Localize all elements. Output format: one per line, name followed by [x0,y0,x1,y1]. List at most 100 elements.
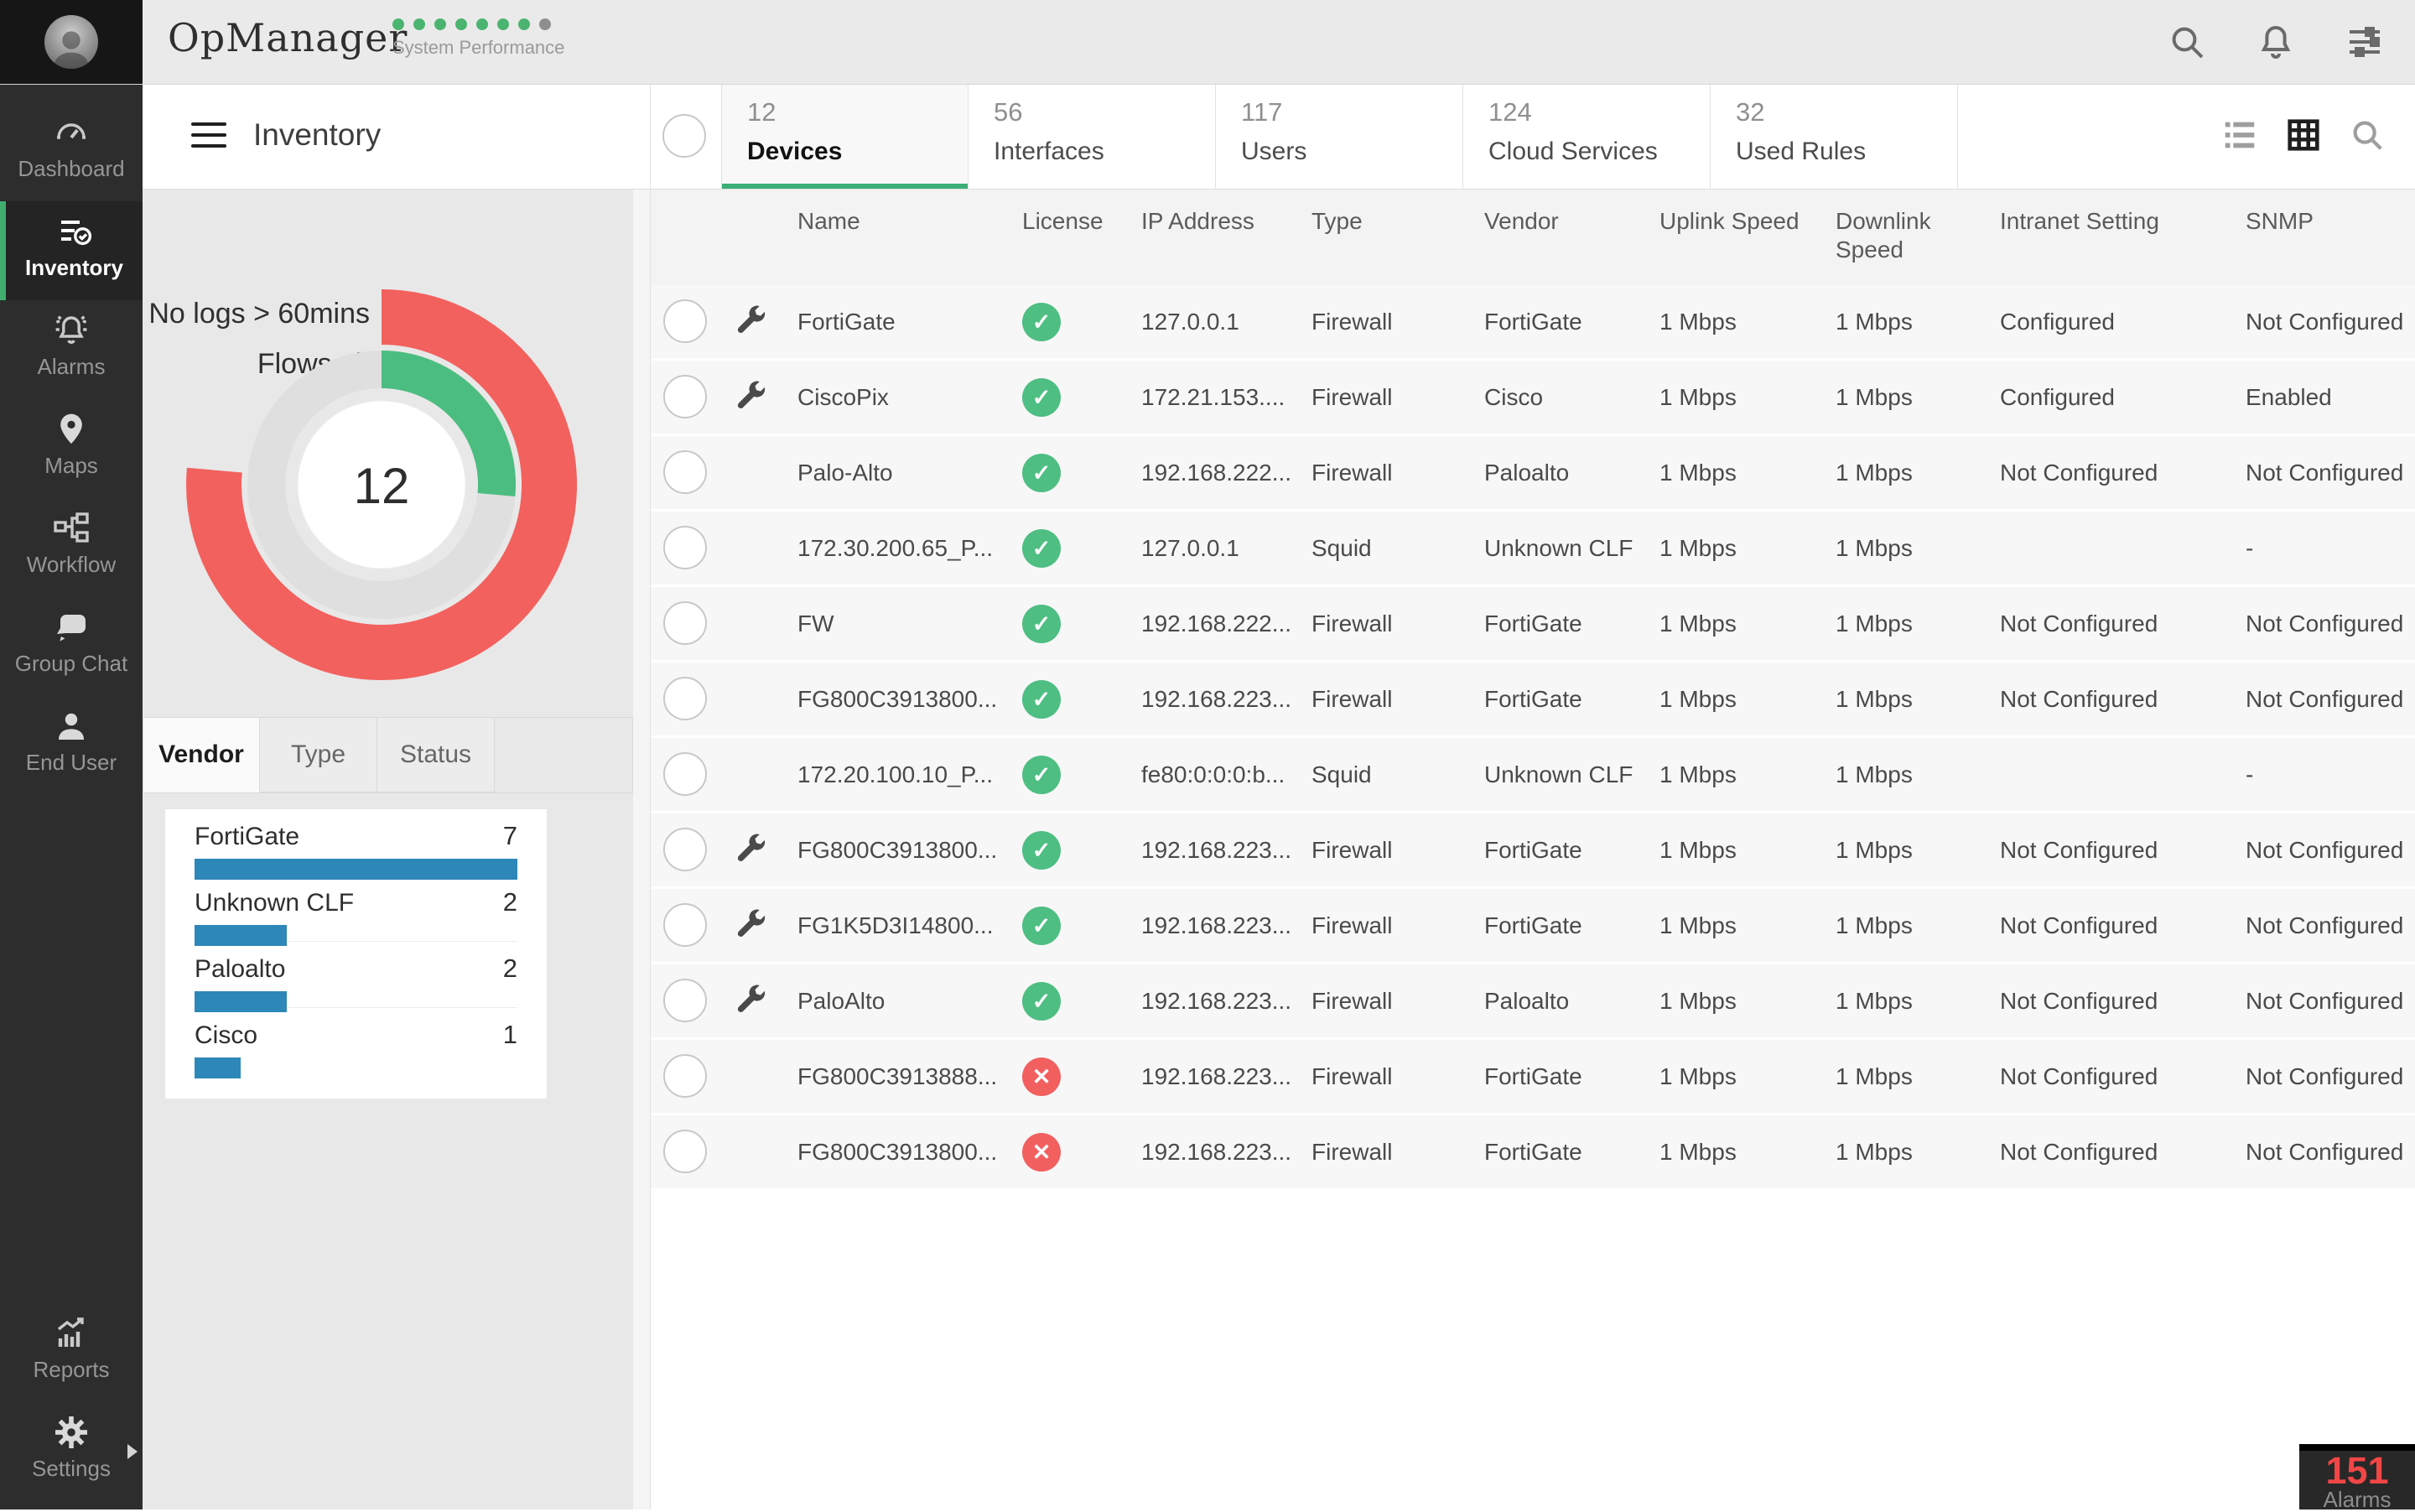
chart-tab-type[interactable]: Type [260,717,377,792]
tab-devices[interactable]: 12 Devices [721,84,969,189]
wrench-icon[interactable] [735,908,768,942]
device-name[interactable]: FortiGate [797,309,896,335]
table-row[interactable]: 172.30.200.65_P... ✓ 127.0.0.1 Squid Unknown… [651,512,2415,585]
cell-type: Firewall [1311,988,1393,1014]
bar-row-fortigate[interactable]: FortiGate 7 [195,809,517,880]
tab-label: Devices [747,138,843,165]
grid-view-icon-active[interactable] [2284,116,2323,154]
wrench-icon[interactable] [735,304,768,338]
row-select-radio[interactable] [663,752,707,796]
device-status-donut-chart[interactable]: 12 [155,258,608,711]
cell-uplink: 1 Mbps [1659,1063,1737,1089]
table-row[interactable]: FG800C3913800... ✕ 192.168.223... Firewall F… [651,1115,2415,1188]
sidebar-item-workflow[interactable]: Workflow [0,498,143,597]
device-name[interactable]: 172.20.100.10_P... [797,761,994,787]
chart-tab-status[interactable]: Status [377,717,495,792]
device-name[interactable]: FG800C3913800... [797,837,998,863]
row-select-radio[interactable] [663,375,707,418]
profile-avatar-block[interactable] [0,0,143,84]
column-header-vendor[interactable]: Vendor [1484,208,1559,234]
sidebar-item-end-user[interactable]: End User [0,696,143,795]
column-header-name[interactable]: Name [797,208,860,234]
sidebar-item-group-chat[interactable]: Group Chat [0,597,143,696]
column-header-downlink-speed[interactable]: Downlink Speed [1836,208,1931,262]
tab-label: Interfaces [994,138,1104,165]
row-select-radio[interactable] [663,979,707,1022]
column-header-intranet-setting[interactable]: Intranet Setting [2000,208,2159,234]
tab-interfaces[interactable]: 56 Interfaces [969,84,1216,189]
sidebar-item-dashboard[interactable]: Dashboard [0,102,143,201]
tab-used-rules[interactable]: 32 Used Rules [1711,84,1958,189]
device-name[interactable]: FG800C3913800... [797,686,998,712]
list-view-icon[interactable] [2220,116,2259,154]
device-name[interactable]: FW [797,611,834,636]
avatar[interactable] [44,15,98,69]
sidebar-item-alarms[interactable]: Alarms [0,300,143,399]
alarms-badge[interactable]: 151 Alarms [2299,1444,2415,1510]
tab-count: 124 [1488,97,1532,127]
sidebar-item-maps[interactable]: Maps [0,399,143,498]
table-row[interactable]: FG800C3913800... ✓ 192.168.223... Firewall F… [651,662,2415,735]
bar-value: 1 [502,1020,517,1049]
bar-row-unknown-clf[interactable]: Unknown CLF 2 [195,876,517,946]
device-name[interactable]: Palo-Alto [797,460,893,486]
table-row[interactable]: PaloAlto ✓ 192.168.223... Firewall Paloalto 1… [651,964,2415,1037]
column-header-snmp[interactable]: SNMP [2246,208,2314,234]
row-select-radio[interactable] [663,299,707,343]
wrench-icon[interactable] [735,833,768,866]
sidebar-item-reports[interactable]: Reports [0,1303,143,1402]
column-header-uplink-speed[interactable]: Uplink Speed [1659,208,1800,234]
bar-row-cisco[interactable]: Cisco 1 [195,1008,517,1078]
row-select-radio[interactable] [663,601,707,645]
column-header-license[interactable]: License [1022,208,1104,234]
table-row[interactable]: CiscoPix ✓ 172.21.153.... Firewall Cisco 1 Mb… [651,361,2415,434]
device-name[interactable]: FG800C3913888... [797,1063,998,1089]
wrench-icon[interactable] [735,380,768,413]
wrench-icon[interactable] [735,984,768,1017]
tab-cloud-services[interactable]: 124 Cloud Services [1463,84,1711,189]
device-name[interactable]: FG800C3913800... [797,1139,998,1165]
table-row[interactable]: Palo-Alto ✓ 192.168.222... Firewall Paloalto… [651,436,2415,509]
table-row[interactable]: FW ✓ 192.168.222... Firewall FortiGate 1 Mbps… [651,587,2415,660]
cell-uplink: 1 Mbps [1659,535,1737,561]
column-header-type[interactable]: Type [1311,208,1363,234]
sidebar-item-inventory[interactable]: Inventory [0,201,143,300]
row-select-radio[interactable] [663,526,707,569]
tab-users[interactable]: 117 Users [1216,84,1463,189]
row-select-radio[interactable] [663,828,707,871]
device-name[interactable]: PaloAlto [797,988,886,1014]
row-select-radio[interactable] [663,1054,707,1098]
table-row[interactable]: FG800C3913800... ✓ 192.168.223... Firewall F… [651,813,2415,886]
device-name[interactable]: CiscoPix [797,384,889,410]
tab-label: Used Rules [1736,138,1867,165]
search-icon[interactable] [2348,116,2386,154]
notifications-bell-icon[interactable] [2256,22,2296,62]
cell-type: Firewall [1311,384,1393,410]
menu-hamburger-icon[interactable] [191,122,226,155]
table-row[interactable]: 172.20.100.10_P... ✓ fe80:0:0:0:b... Squid U… [651,738,2415,811]
column-header-ip-address[interactable]: IP Address [1141,208,1254,234]
bar-row-paloalto[interactable]: Paloalto 2 [195,942,517,1012]
table-row[interactable]: FortiGate ✓ 127.0.0.1 Firewall FortiGate 1 Mb… [651,285,2415,358]
device-name[interactable]: 172.30.200.65_P... [797,535,994,561]
cell-vendor: Paloalto [1484,460,1570,486]
row-select-radio[interactable] [663,1130,707,1173]
search-icon[interactable] [2167,22,2207,62]
panel-scrollbar[interactable] [633,189,650,1509]
preferences-sliders-icon[interactable] [2345,22,2385,62]
cell-ip: 192.168.223... [1141,837,1292,863]
row-select-radio[interactable] [663,677,707,720]
cell-ip: 192.168.223... [1141,988,1292,1014]
header-divider [650,84,651,189]
cell-snmp: Enabled [2246,384,2332,410]
table-row[interactable]: FG1K5D3I14800... ✓ 192.168.223... Firewall F… [651,889,2415,962]
cell-ip: 192.168.223... [1141,686,1292,712]
bar-fill [195,991,287,1012]
chart-tab-vendor[interactable]: Vendor [143,717,260,792]
row-select-radio[interactable] [663,903,707,947]
device-name[interactable]: FG1K5D3I14800... [797,912,994,938]
row-select-radio[interactable] [663,450,707,494]
select-all-radio[interactable] [662,114,706,158]
sidebar-item-settings[interactable]: Settings [0,1402,143,1501]
table-row[interactable]: FG800C3913888... ✕ 192.168.223... Firewall F… [651,1040,2415,1113]
